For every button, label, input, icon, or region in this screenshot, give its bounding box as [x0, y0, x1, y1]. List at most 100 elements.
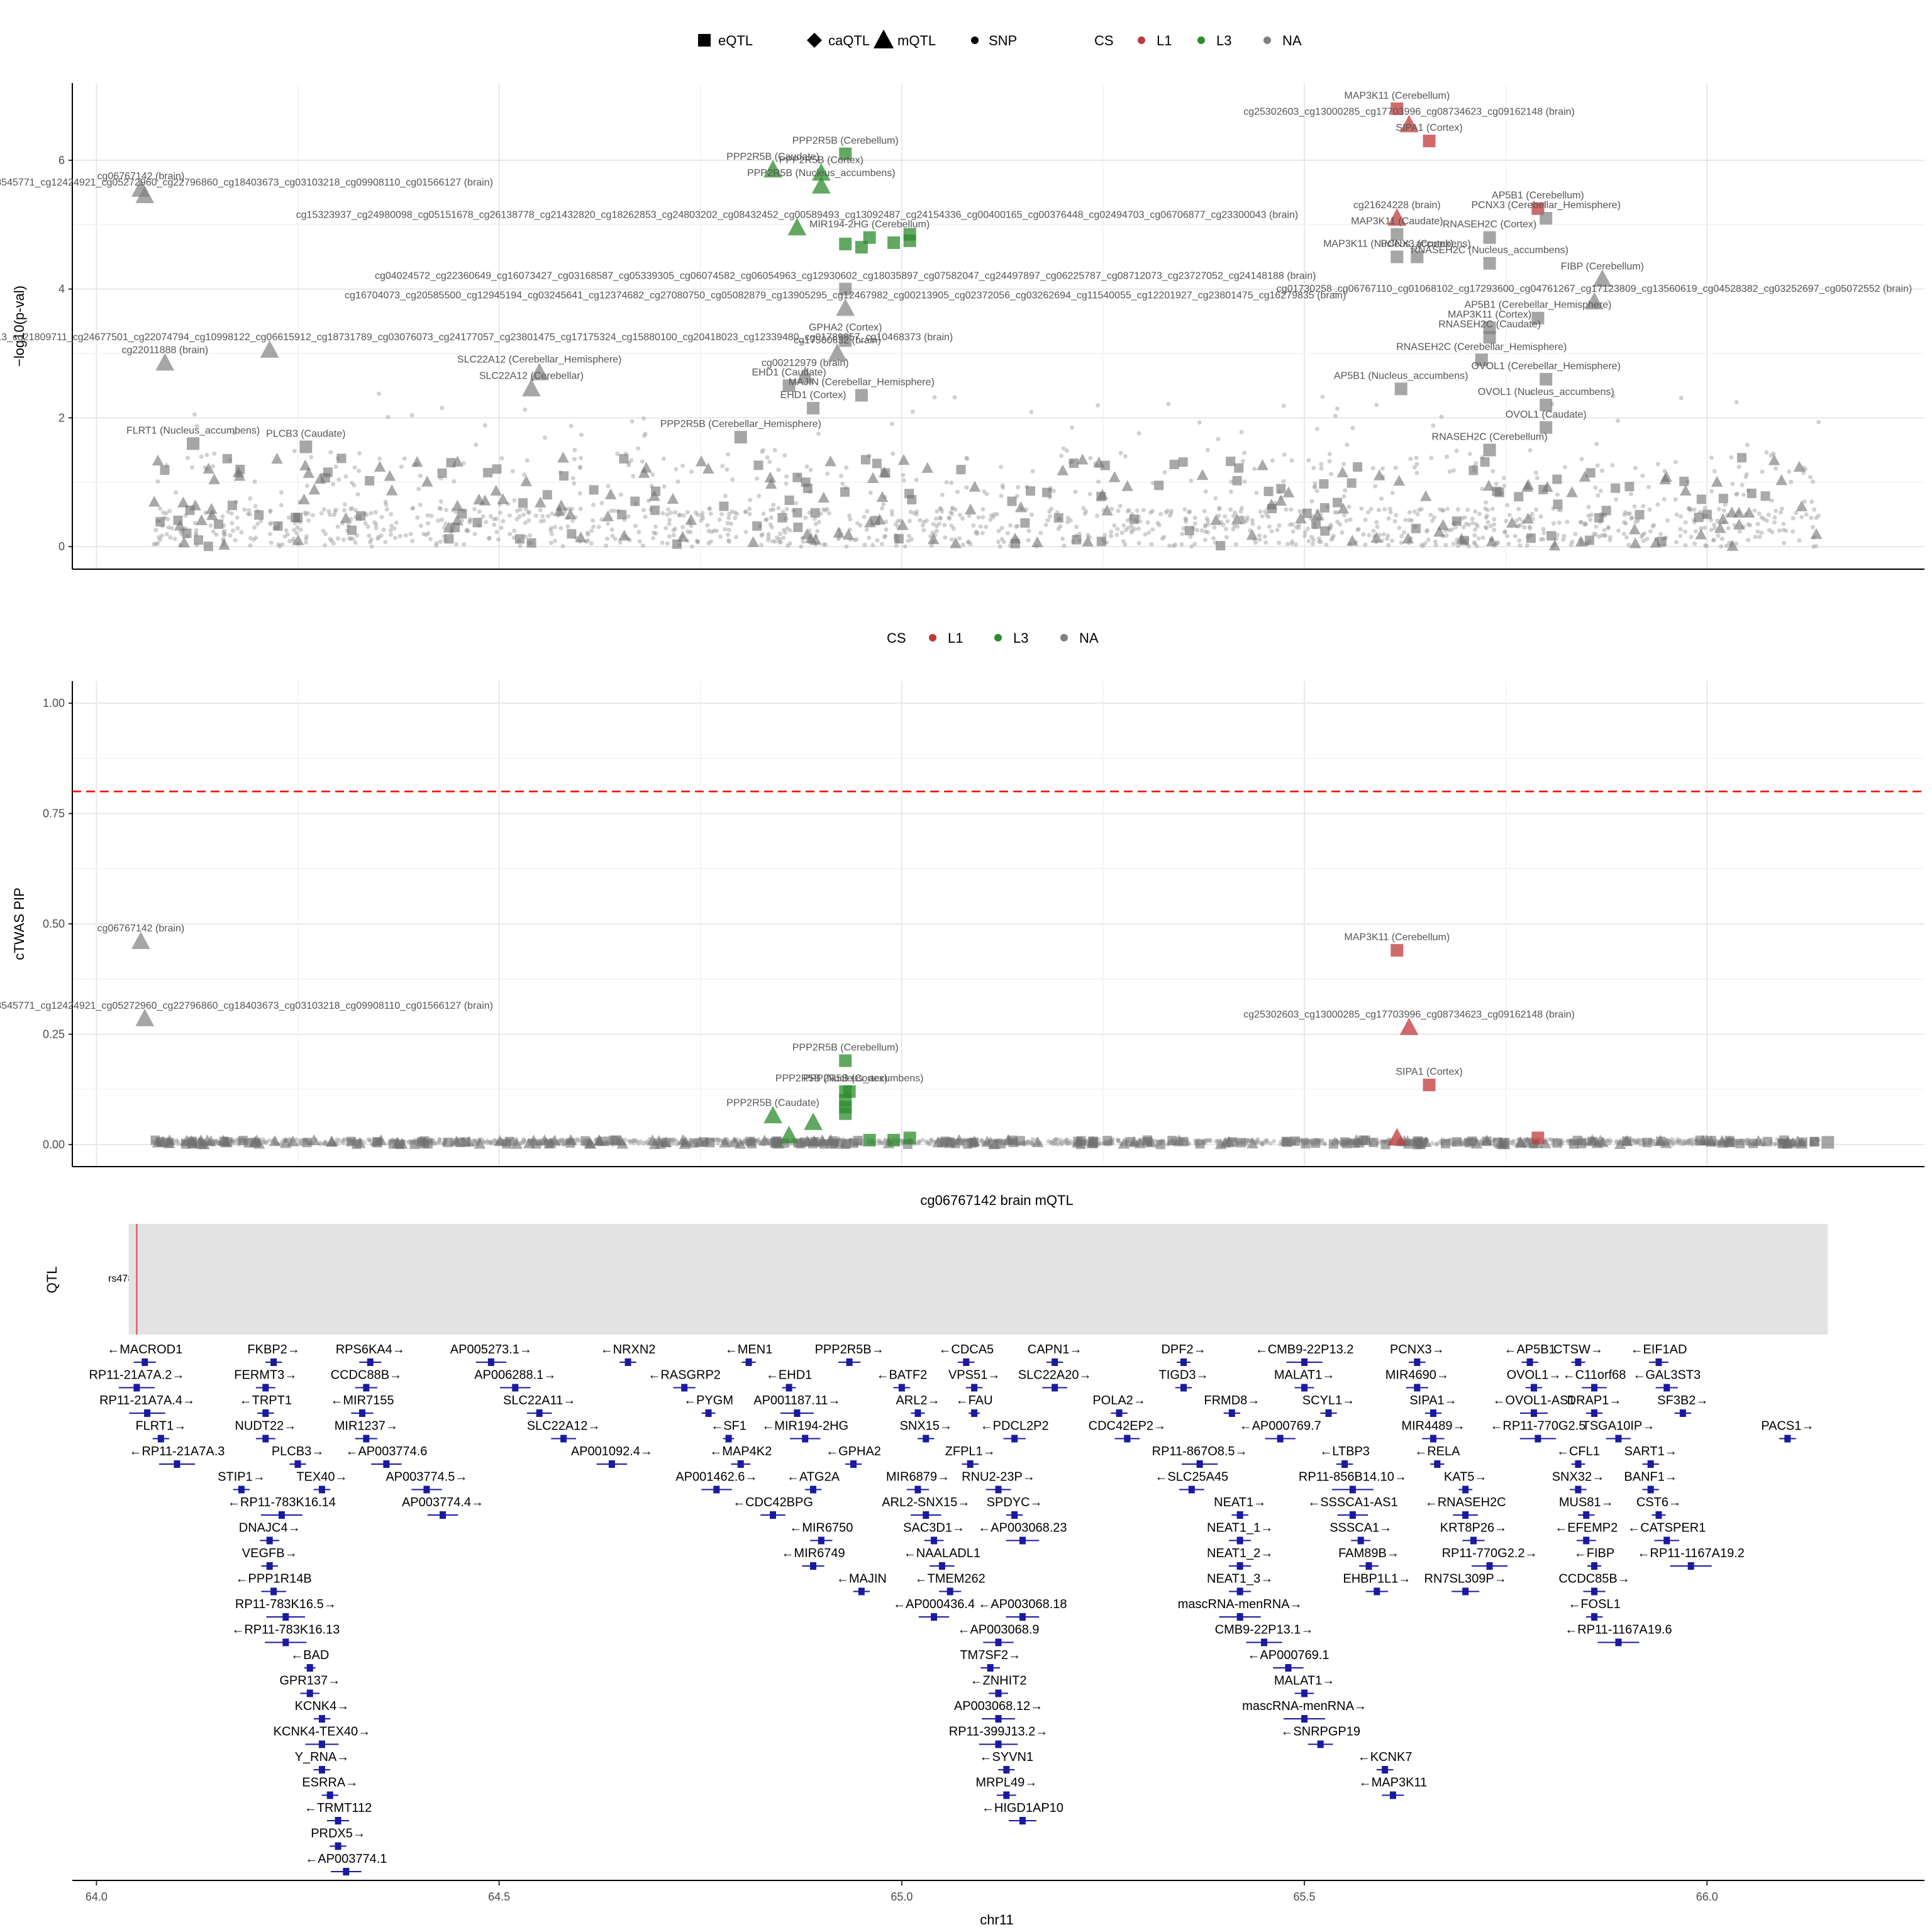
snp-point: [726, 528, 731, 533]
point-label: RNASEH2C (Nucleus_accumbens): [1411, 245, 1568, 256]
snp-point: [1199, 528, 1204, 533]
snp-point: [628, 1139, 633, 1144]
snp-point: [914, 512, 919, 517]
snp-point: [862, 542, 867, 547]
snp-point: [1252, 467, 1257, 472]
snp-point: [957, 513, 962, 518]
gene-exon: [1784, 1435, 1791, 1443]
snp-point: [1077, 531, 1082, 536]
snp-point: [1374, 402, 1379, 408]
snp-point: [906, 533, 911, 538]
snp-point: [663, 526, 669, 531]
snp-point: [374, 522, 379, 527]
gene-label: ←BAD: [291, 1648, 329, 1662]
gene-label: SAC3D1→: [903, 1521, 965, 1535]
snp-point: [713, 1137, 718, 1142]
mqtl-point: [702, 462, 714, 474]
mqtl-point: [818, 491, 830, 503]
snp-point: [1658, 531, 1663, 536]
mqtl-point: [667, 492, 679, 504]
data-point-square: [855, 389, 868, 402]
snp-point: [670, 1141, 675, 1146]
snp-point: [1162, 470, 1167, 475]
snp-point: [1216, 436, 1221, 441]
snp-point: [1333, 413, 1338, 418]
snp-point: [1582, 522, 1587, 527]
snp-point: [560, 1142, 565, 1147]
snp-point: [1126, 525, 1131, 530]
y-tick-label: 1.00: [43, 697, 65, 709]
snp-point: [1026, 538, 1031, 543]
snp-point: [1490, 506, 1495, 511]
snp-point: [674, 467, 679, 472]
snp-point: [1727, 540, 1732, 545]
eqtl-point: [346, 1136, 356, 1146]
snp-point: [781, 535, 786, 540]
snp-point: [705, 523, 710, 528]
snp-point: [269, 540, 274, 545]
snp-point: [1328, 525, 1333, 530]
snp-point: [816, 431, 821, 436]
gene-label: ←RP11-1167A19.6: [1565, 1623, 1672, 1637]
snp-point: [766, 531, 771, 536]
snp-point: [585, 530, 590, 535]
snp-point: [1734, 399, 1739, 404]
gene-exon: [1382, 1766, 1389, 1774]
snp-point: [1065, 1141, 1070, 1146]
mqtl-point: [1711, 475, 1723, 487]
data-point-square: [887, 1133, 901, 1146]
eqtl-point: [1468, 465, 1479, 475]
snp-point: [437, 1137, 442, 1142]
gene-exon: [1180, 1358, 1187, 1366]
eqtl-point: [1263, 486, 1274, 496]
point-label: OVOL1 (Caudate): [1506, 409, 1587, 420]
mqtl-point: [1629, 537, 1641, 548]
snp-point: [991, 514, 996, 519]
eqtl-point: [1416, 1140, 1426, 1150]
snp-point: [523, 507, 528, 512]
snp-point: [155, 541, 160, 546]
snp-point: [561, 1141, 566, 1146]
snp-point: [572, 481, 577, 486]
snp-point: [211, 464, 216, 469]
gene-exon: [1124, 1435, 1131, 1443]
snp-point: [468, 517, 473, 522]
gene-exon: [282, 1638, 289, 1646]
snp-point: [1475, 524, 1480, 529]
mqtl-point: [1733, 518, 1745, 530]
gene-label: NEAT1_3→: [1207, 1572, 1273, 1586]
snp-point: [608, 508, 613, 513]
eqtl-point: [1585, 468, 1596, 478]
snp-point: [526, 511, 531, 516]
snp-point: [780, 509, 786, 514]
snp-point: [1259, 1140, 1264, 1145]
snp-point: [931, 522, 936, 527]
gene-exon: [238, 1485, 245, 1494]
snp-point: [1764, 518, 1769, 523]
snp-point: [1397, 525, 1402, 530]
snp-point: [194, 424, 199, 429]
snp-point: [1455, 543, 1460, 548]
gene-exon: [1535, 1435, 1541, 1443]
snp-point: [929, 543, 934, 548]
snp-point: [348, 507, 353, 512]
gene-exon: [1486, 1562, 1493, 1570]
snp-point: [786, 543, 791, 548]
snp-point: [677, 513, 682, 518]
snp-point: [1238, 509, 1243, 514]
snp-point: [1677, 1138, 1682, 1143]
gene-label: ←PYGM: [684, 1394, 733, 1407]
gene-exon: [995, 1638, 1002, 1646]
snp-point: [650, 472, 655, 477]
snp-point: [1088, 456, 1093, 461]
mqtl-point: [206, 509, 218, 520]
gene-label: ←BATF2: [876, 1368, 927, 1382]
snp-point: [1340, 530, 1345, 535]
snp-point: [329, 538, 334, 543]
data-point-triangle: [763, 160, 782, 178]
gene-exon: [306, 1689, 313, 1697]
gene-exon: [810, 1485, 816, 1494]
snp-point: [1145, 520, 1150, 525]
snp-point: [1255, 1137, 1260, 1142]
snp-point: [799, 544, 804, 549]
